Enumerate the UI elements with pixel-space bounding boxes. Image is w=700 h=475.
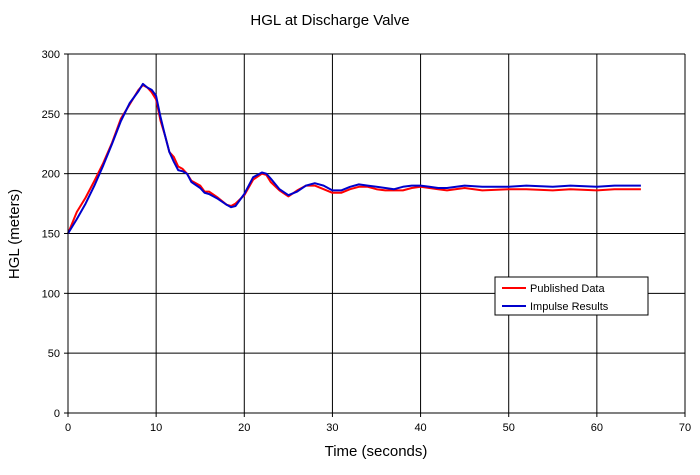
- x-tick-label: 70: [679, 422, 691, 434]
- y-tick-label: 300: [42, 49, 60, 61]
- y-tick-label: 150: [42, 229, 60, 241]
- y-tick-label: 250: [42, 109, 60, 121]
- y-tick-label: 50: [48, 348, 60, 360]
- x-tick-label: 10: [150, 422, 162, 434]
- x-tick-label: 0: [65, 422, 71, 434]
- y-tick-label: 0: [54, 408, 60, 420]
- legend-label-impulse: Impulse Results: [530, 301, 609, 313]
- x-tick-label: 40: [414, 422, 426, 434]
- legend-label-published: Published Data: [530, 283, 605, 295]
- chart-title: HGL at Discharge Valve: [250, 12, 409, 29]
- axis-layer: 0 10 20 30 40 50 60 70 0 50 100 150 200 250 300: [42, 49, 691, 434]
- y-tick-label: 200: [42, 169, 60, 181]
- legend-box: [494, 276, 649, 316]
- y-tick-label: 100: [42, 288, 60, 300]
- x-tick-label: 50: [503, 422, 515, 434]
- series-line-impulse: [67, 82, 641, 235]
- x-tick-label: 60: [591, 422, 603, 434]
- y-axis-title: HGL (meters): [6, 189, 23, 279]
- series-layer: [67, 82, 641, 235]
- legend: Published Data Impulse Results: [494, 276, 649, 316]
- x-axis-title: Time (seconds): [325, 443, 428, 460]
- x-tick-label: 20: [238, 422, 250, 434]
- x-tick-label: 30: [326, 422, 338, 434]
- grid-lines: [68, 53, 686, 413]
